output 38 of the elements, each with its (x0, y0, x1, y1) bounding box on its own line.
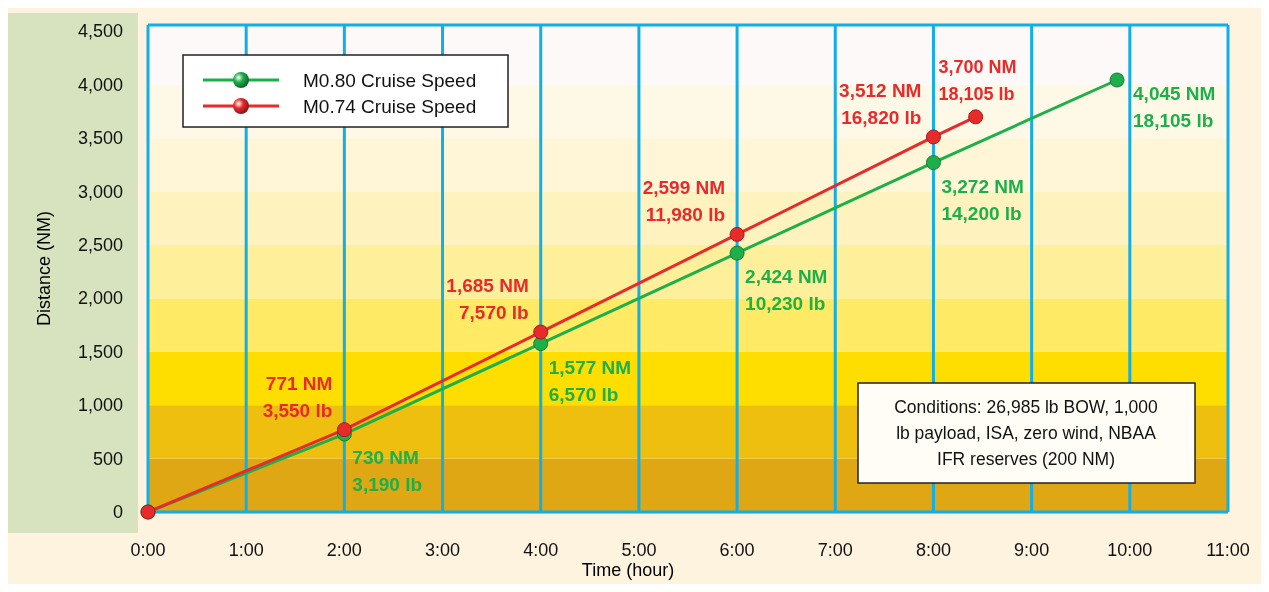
data-label: 3,272 NM 14,200 lb (941, 175, 1024, 224)
data-label: 4,045 NM 18,105 lb (1133, 83, 1216, 131)
x-tick-label: 8:00 (915, 540, 951, 560)
data-label: 730 NM 3,190 lb (352, 447, 423, 496)
x-tick-label: 0:00 (130, 540, 166, 560)
y-axis-title: Distance (NM) (34, 210, 54, 327)
data-label: 1,685 NM 7,570 lb (446, 275, 529, 324)
data-label: 771 NM 3,550 lb (262, 372, 333, 421)
x-tick-label: 2:00 (326, 540, 362, 560)
x-tick-label: 10:00 (1107, 540, 1153, 560)
x-tick-label: 1:00 (228, 540, 264, 560)
y-tick-label: 4,000 (77, 74, 123, 95)
data-label: 2,599 NM 11,980 lb (642, 177, 726, 226)
data-label: 3,700 NM 18,105 lb (938, 56, 1017, 104)
legend-label: M0.80 Cruise Speed (303, 70, 477, 91)
y-tick-label: 0 (112, 502, 123, 522)
x-tick-label: 4:00 (523, 540, 559, 560)
y-tick-label: 1,000 (77, 395, 123, 416)
y-tick-label: 2,500 (77, 235, 123, 255)
legend-label: M0.74 Cruise Speed (303, 96, 477, 117)
y-tick-label: 1,500 (77, 341, 123, 362)
data-label: 2,424 NM 10,230 lb (745, 266, 828, 315)
data-label: 3,512 NM 16,820 lb (839, 79, 922, 128)
data-label: 1,577 NM 6,570 lb (548, 356, 632, 405)
y-tick-label: 2,000 (77, 288, 123, 309)
annotation: Conditions: 26,985 lb BOW, 1,000 lb payload, ISA, zero wind, NBAA IFR reserves (200 NM) (894, 397, 1159, 469)
x-tick-label: 5:00 (621, 540, 657, 560)
x-tick-label: 6:00 (719, 540, 755, 560)
x-tick-label: 11:00 (1206, 540, 1250, 560)
note-box: Conditions: 26,985 lb BOW, 1,000 lb payload, ISA, zero wind, NBAA IFR reserves (200 NM) (857, 382, 1196, 484)
y-tick-label: 4,500 (77, 21, 123, 42)
x-axis-title: Time (hour) (581, 560, 675, 580)
x-tick-label: 9:00 (1014, 540, 1050, 560)
x-tick-label: 3:00 (425, 540, 461, 560)
y-tick-label: 3,000 (77, 181, 123, 202)
y-tick-label: 500 (92, 448, 123, 469)
y-tick-label: 3,500 (77, 128, 123, 149)
x-tick-label: 7:00 (817, 540, 853, 560)
